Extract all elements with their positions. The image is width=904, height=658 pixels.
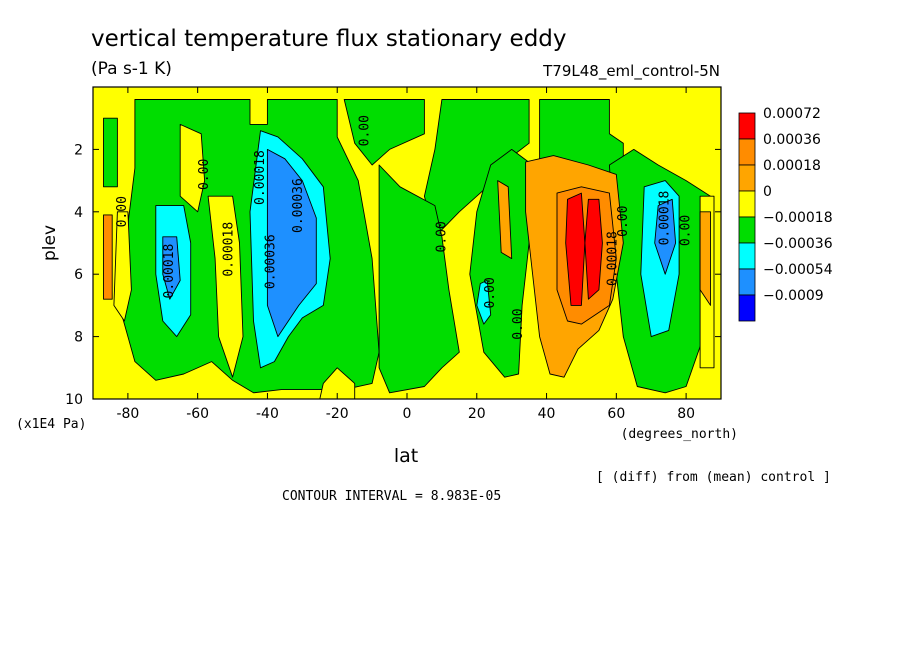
x-tick-label: -60: [186, 406, 209, 422]
diff-note: [ (diff) from (mean) control ]: [596, 470, 831, 485]
contour-region: [423, 99, 530, 238]
x-tick-label: 80: [677, 406, 695, 422]
contour-label: 0.00: [679, 215, 694, 246]
contour-region: [103, 214, 113, 300]
contour-region: [378, 164, 460, 394]
plot-area: [93, 87, 721, 399]
x-tick-label: 20: [468, 406, 486, 422]
contour-region: [476, 279, 492, 325]
y-axis-ticks: 2 4 6 8 10: [65, 142, 721, 408]
x-axis-label: lat: [394, 445, 418, 467]
chart-title: vertical temperature flux stationary edd…: [91, 26, 567, 52]
y-axis-units: (x1E4 Pa): [16, 417, 86, 432]
legend-swatch: [738, 190, 756, 218]
x-tick-label: -40: [256, 406, 279, 422]
y-tick-label: 6: [74, 267, 83, 283]
x-tick-label: 60: [607, 406, 625, 422]
y-tick-label: 4: [74, 205, 83, 221]
legend-level-label: 0.00072: [763, 106, 821, 122]
contour-region: [162, 236, 181, 300]
x-axis-units: (degrees_north): [621, 427, 738, 442]
legend-swatch: [738, 216, 756, 244]
contour-label: 0.00036: [291, 178, 306, 233]
contour-label: 0.00018: [658, 191, 673, 246]
legend-level-label: 0.00036: [763, 132, 821, 148]
x-tick-label: -20: [326, 406, 349, 422]
y-tick-label: 8: [74, 330, 83, 346]
contour-region: [584, 198, 603, 300]
legend-level-label: −0.00054: [763, 262, 833, 278]
legend-level-label: −0.00036: [763, 236, 833, 252]
contour-label: 0.00: [115, 196, 130, 227]
x-tick-label: 0: [403, 406, 412, 422]
legend-swatch: [738, 112, 756, 140]
legend-level-label: 0.00018: [763, 158, 821, 174]
contour-label: 0.00036: [263, 234, 278, 289]
contour-interval-text: CONTOUR INTERVAL = 8.983E-05: [282, 489, 501, 504]
y-tick-label: 2: [74, 142, 83, 158]
contour-region: [319, 367, 356, 399]
experiment-label: T79L48_eml_control-5N: [542, 62, 720, 81]
contour-label: 0.00: [483, 277, 498, 308]
x-tick-label: 40: [538, 406, 556, 422]
contour-label: 0.00018: [253, 150, 268, 205]
legend-swatch: [738, 294, 756, 322]
legend-level-label: 0: [763, 184, 772, 200]
color-legend: 0.00072 0.00036 0.00018 0 −0.00018 −0.00036 −0…: [738, 106, 833, 322]
contour-label: 0.00018: [162, 244, 177, 299]
x-tick-label: -80: [116, 406, 139, 422]
contour-region: [266, 148, 317, 338]
legend-level-label: −0.0009: [763, 288, 824, 304]
legend-swatch: [738, 138, 756, 166]
chart-units: (Pa s-1 K): [91, 59, 172, 79]
contour-labels: 0.000.000.000.000.000.000.00018 0.00018 0.…: [115, 115, 694, 340]
contour-region: [654, 198, 677, 275]
contour-region: [565, 192, 586, 306]
legend-swatch: [738, 164, 756, 192]
contour-region: [699, 211, 711, 306]
contour-region: [179, 123, 206, 213]
contour-label: 0.00: [358, 115, 373, 146]
x-axis-ticks: -80 -60 -40 -20 0 20 40 60 80: [116, 87, 695, 422]
contour-region: [207, 195, 244, 378]
y-tick-label: 10: [65, 392, 83, 408]
legend-swatch: [738, 268, 756, 296]
contour-label: 0.00018: [605, 231, 620, 286]
contour-label: 0.00: [511, 308, 526, 339]
contour-label: 0.00018: [222, 222, 237, 277]
y-axis-label: plev: [40, 225, 60, 261]
contour-region: [497, 180, 513, 260]
contour-region: [113, 211, 132, 322]
contour-label: 0.00: [616, 206, 631, 237]
contour-label: 0.00: [434, 221, 449, 252]
contour-label: 0.00: [197, 159, 212, 190]
contour-region: [103, 117, 118, 188]
contour-region: [343, 99, 425, 166]
legend-swatch: [738, 242, 756, 270]
legend-level-label: −0.00018: [763, 210, 833, 226]
